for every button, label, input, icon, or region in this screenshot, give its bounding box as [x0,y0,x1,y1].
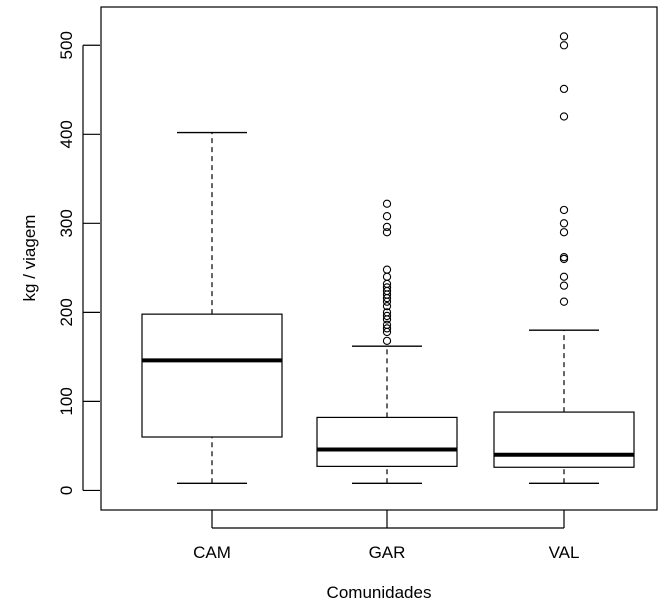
y-tick-label: 300 [57,209,76,237]
outlier-point [382,311,392,321]
outlier-point [559,84,569,94]
x-axis-label: Comunidades [327,583,432,602]
y-tick-label: 500 [57,31,76,59]
iqr-box [141,313,283,438]
y-tick-label: 0 [57,486,76,495]
iqr-box [316,416,458,467]
iqr-box [493,411,635,468]
outlier-point [382,272,392,281]
outlier-point [382,324,392,333]
y-tick-label: 200 [57,298,76,326]
plot-frame [100,6,658,511]
y-tick-label: 100 [57,387,76,415]
outlier-point [559,281,569,290]
outlier-point [559,41,569,50]
y-tick-label: 400 [57,120,76,148]
boxes-layer [141,32,635,484]
x-tick-label: GAR [369,543,406,562]
outlier-point [559,272,569,281]
outlier-point [382,320,392,329]
outlier-point [559,297,569,306]
outlier-point [382,212,392,221]
x-axis: CAM GAR VAL [193,510,579,562]
y-axis: 0 100 200 300 400 500 [57,31,100,495]
box-gar [316,199,458,484]
x-tick-label: VAL [549,543,580,562]
box-val [493,32,635,484]
outlier-point [559,32,569,41]
outlier-point [382,228,392,237]
outlier-point [382,301,392,311]
outlier-point [382,265,392,274]
outlier-point [382,308,392,317]
outlier-point [382,283,392,292]
box-cam [141,131,283,484]
outlier-point [382,336,392,345]
outlier-point [559,253,569,262]
outlier-point [559,112,569,121]
outlier-point [382,199,392,208]
outlier-point [559,205,569,215]
y-axis-label: kg / viagem [20,215,39,302]
outlier-point [559,219,569,228]
outlier-point [559,228,569,237]
x-tick-label: CAM [193,543,231,562]
outlier-point [382,222,392,232]
